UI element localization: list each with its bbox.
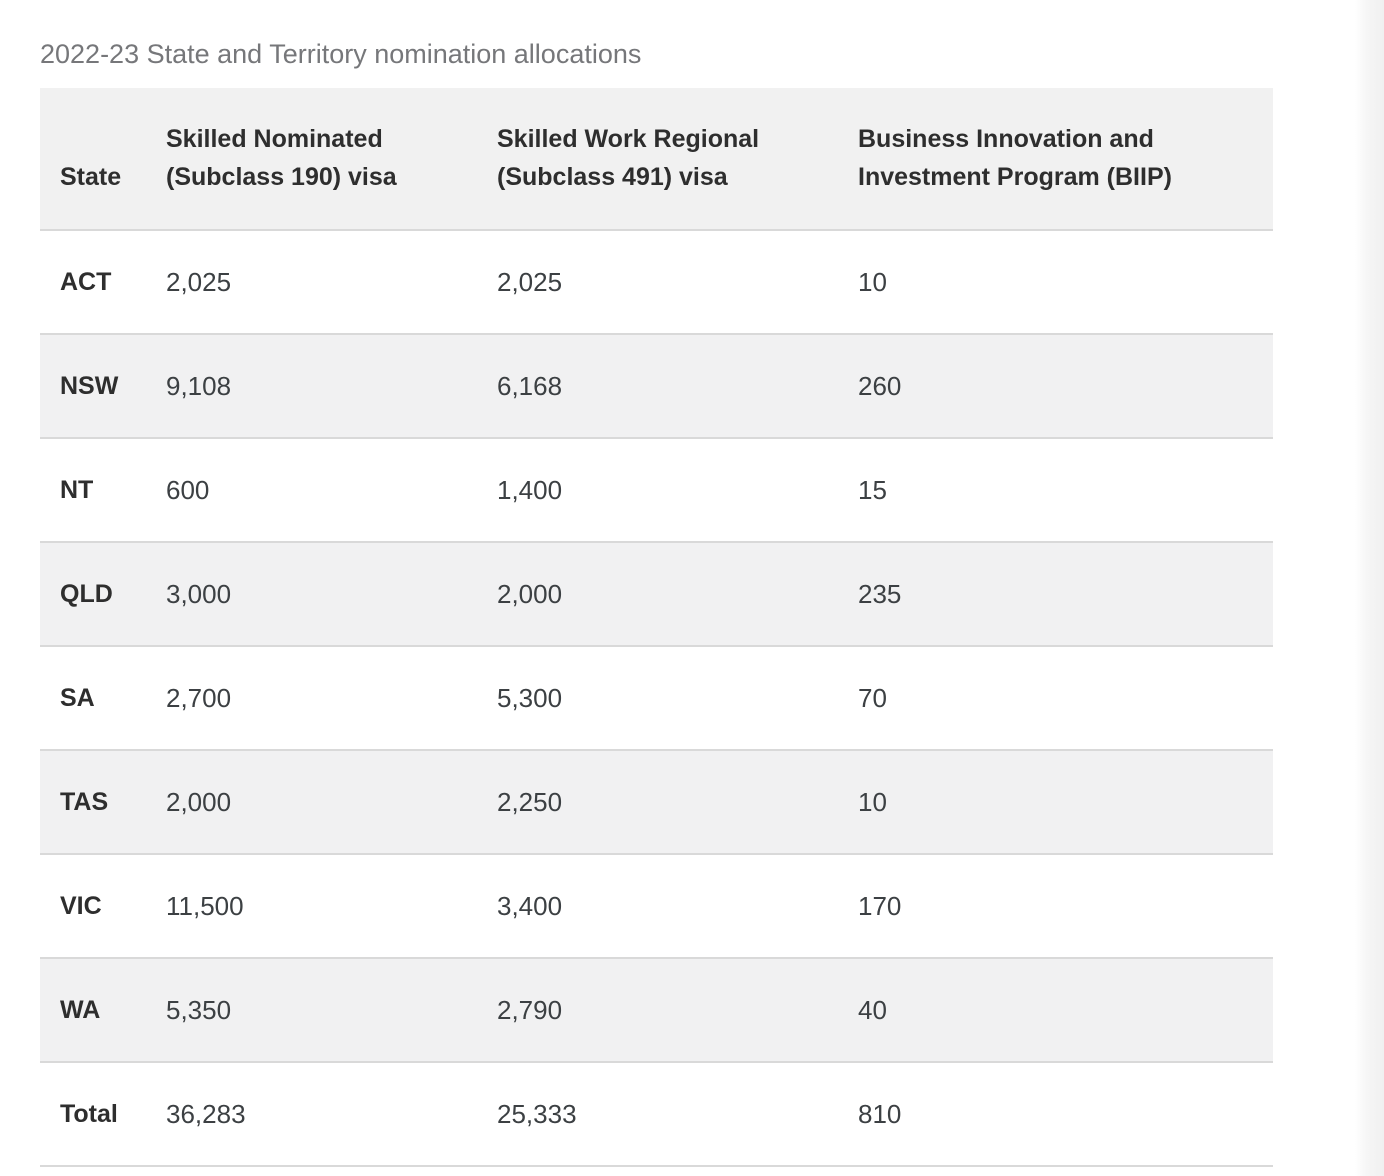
table-row-qld: QLD 3,000 2,000 235 — [40, 542, 1273, 646]
row-header-state: Total — [60, 1099, 118, 1128]
cell-subclass-190: 5,350 — [166, 994, 232, 1025]
page-edge-shadow — [1355, 0, 1384, 1176]
cell-biip: 15 — [858, 474, 887, 505]
row-header-state: TAS — [60, 787, 109, 816]
cell-biip: 40 — [858, 994, 887, 1025]
cell-subclass-491: 2,025 — [497, 266, 563, 297]
cell-subclass-190: 36,283 — [166, 1098, 246, 1129]
cell-biip: 235 — [858, 578, 902, 609]
row-header-state: NT — [60, 475, 94, 504]
cell-subclass-190: 3,000 — [166, 578, 232, 609]
row-header-state: WA — [60, 995, 101, 1024]
row-header-state: ACT — [60, 267, 112, 296]
header-row: State Skilled Nominated (Subclass 190) v… — [40, 88, 1273, 230]
cell-biip: 70 — [858, 682, 887, 713]
cell-subclass-190: 600 — [166, 474, 210, 505]
row-header-state: NSW — [60, 371, 119, 400]
cell-subclass-190: 2,000 — [166, 786, 232, 817]
cell-subclass-491: 5,300 — [497, 682, 563, 713]
cell-biip: 170 — [858, 890, 902, 921]
table-row-act: ACT 2,025 2,025 10 — [40, 230, 1273, 334]
cell-subclass-190: 2,025 — [166, 266, 232, 297]
table-row-total: Total 36,283 25,333 810 — [40, 1062, 1273, 1166]
cell-subclass-190: 11,500 — [166, 890, 244, 921]
cell-subclass-491: 3,400 — [497, 890, 563, 921]
cell-subclass-491: 25,333 — [497, 1098, 577, 1129]
row-header-state: VIC — [60, 891, 102, 920]
cell-biip: 260 — [858, 370, 902, 401]
cell-biip: 810 — [858, 1098, 902, 1129]
nomination-allocations-table: State Skilled Nominated (Subclass 190) v… — [40, 88, 1273, 1167]
table-row-vic: VIC 11,500 3,400 170 — [40, 854, 1273, 958]
page-title: 2022-23 State and Territory nomination a… — [40, 39, 642, 69]
cell-subclass-491: 6,168 — [497, 370, 563, 401]
cell-subclass-190: 2,700 — [166, 682, 232, 713]
cell-biip: 10 — [858, 786, 887, 817]
table-row-wa: WA 5,350 2,790 40 — [40, 958, 1273, 1062]
cell-subclass-491: 2,250 — [497, 786, 563, 817]
column-header-biip: Business Innovation and Investment Progr… — [858, 88, 1273, 230]
table-row-sa: SA 2,700 5,300 70 — [40, 646, 1273, 750]
row-header-state: SA — [60, 683, 95, 712]
cell-biip: 10 — [858, 266, 887, 297]
row-header-state: QLD — [60, 579, 113, 608]
column-header-state: State — [40, 88, 166, 230]
column-header-subclass-190: Skilled Nominated (Subclass 190) visa — [166, 88, 497, 230]
table-row-tas: TAS 2,000 2,250 10 — [40, 750, 1273, 854]
column-header-subclass-491: Skilled Work Regional (Subclass 491) vis… — [497, 88, 858, 230]
cell-subclass-491: 1,400 — [497, 474, 563, 505]
cell-subclass-491: 2,000 — [497, 578, 563, 609]
table-row-nsw: NSW 9,108 6,168 260 — [40, 334, 1273, 438]
table-row-nt: NT 600 1,400 15 — [40, 438, 1273, 542]
cell-subclass-190: 9,108 — [166, 370, 232, 401]
cell-subclass-491: 2,790 — [497, 994, 563, 1025]
